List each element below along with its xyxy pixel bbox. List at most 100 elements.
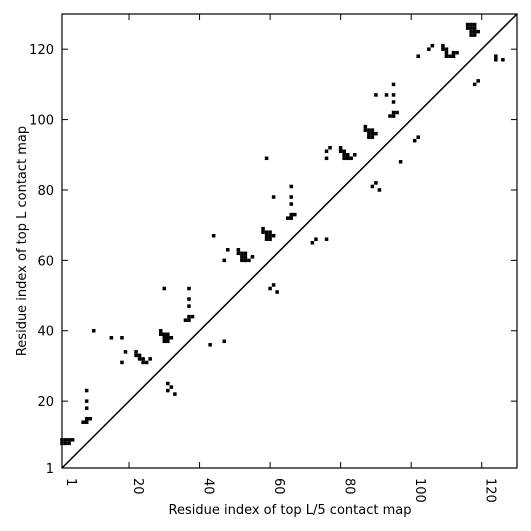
contact-point <box>169 336 174 340</box>
contact-points <box>60 22 505 446</box>
contact-point <box>367 135 371 139</box>
contact-point <box>166 388 170 393</box>
contact-point <box>289 212 294 217</box>
y-axis-label: Residue index of top L contact map <box>15 126 30 356</box>
contact-point <box>226 248 230 252</box>
contact-point <box>444 54 449 58</box>
contact-point <box>67 438 71 442</box>
contact-point <box>264 156 269 161</box>
contact-point <box>271 195 276 199</box>
contact-point <box>416 54 421 58</box>
plot-frame <box>61 13 518 469</box>
contact-point <box>342 156 346 161</box>
contact-point <box>236 251 241 256</box>
contact-point <box>324 156 329 161</box>
contact-point <box>84 399 89 403</box>
contact-point <box>374 93 378 97</box>
contact-point <box>472 29 477 34</box>
x-axis-label: Residue index of top L/5 contact map <box>169 503 412 518</box>
contact-point <box>455 50 459 55</box>
contact-point <box>469 33 473 37</box>
contact-point <box>84 406 89 410</box>
contact-point <box>388 114 392 118</box>
x-tick-label: 1 <box>63 478 78 486</box>
contact-point <box>240 258 244 263</box>
contact-point <box>264 237 269 242</box>
contact-point <box>441 43 445 48</box>
contact-point <box>148 357 152 361</box>
x-tick-label: 100 <box>412 478 427 503</box>
y-tick-label: 20 <box>37 395 54 410</box>
contact-point <box>162 332 167 337</box>
contact-point <box>141 360 145 365</box>
contact-point <box>293 212 297 217</box>
contact-point <box>310 240 315 245</box>
contact-point <box>250 255 255 259</box>
contact-point <box>134 353 138 358</box>
x-tick-label: 20 <box>130 478 145 495</box>
contact-point <box>84 420 89 425</box>
contact-point <box>268 286 272 291</box>
contact-point <box>240 255 244 259</box>
contact-point <box>384 93 389 97</box>
contact-point <box>494 54 498 58</box>
contact-point <box>367 131 371 136</box>
contact-point <box>208 343 212 347</box>
contact-point <box>141 357 145 361</box>
contact-point <box>109 336 114 340</box>
contact-point <box>84 388 89 393</box>
contact-point <box>166 332 170 337</box>
contact-point <box>444 47 449 51</box>
contact-point <box>268 230 272 234</box>
contact-point <box>137 357 142 361</box>
contact-point <box>363 124 368 129</box>
x-tick-label: 120 <box>483 478 498 503</box>
contact-point <box>324 149 329 154</box>
y-tick-label: 100 <box>29 114 54 129</box>
contact-point <box>271 233 276 238</box>
contact-point <box>247 258 251 263</box>
contact-point <box>162 339 167 344</box>
contact-point <box>338 149 343 154</box>
contact-point <box>416 135 421 139</box>
contact-point <box>173 392 177 396</box>
contact-point <box>374 181 378 185</box>
contact-point <box>264 230 269 234</box>
contact-point <box>476 79 480 83</box>
contact-point <box>84 416 89 421</box>
contact-point <box>345 153 350 157</box>
contact-point <box>391 93 396 97</box>
x-tick-label: 80 <box>342 478 357 495</box>
contact-point <box>374 131 378 136</box>
contact-point <box>430 43 435 48</box>
contact-point <box>391 110 396 115</box>
y-tick-label: 120 <box>29 43 54 58</box>
contact-point <box>261 230 265 234</box>
contact-point <box>469 29 473 34</box>
contact-point <box>187 304 191 308</box>
contact-point <box>166 336 170 340</box>
contact-point <box>342 149 346 154</box>
contact-point <box>261 226 265 231</box>
contact-point <box>370 135 375 139</box>
contact-point <box>465 22 470 27</box>
contact-point <box>345 156 350 161</box>
contact-point <box>289 195 294 199</box>
contact-point <box>240 251 244 256</box>
contact-point <box>465 26 470 30</box>
contact-point <box>211 233 216 238</box>
contact-point <box>144 360 149 365</box>
contact-point <box>451 54 456 58</box>
contact-point <box>349 156 353 161</box>
contact-point <box>367 128 371 132</box>
y-tick-label: 80 <box>37 184 54 199</box>
contact-point <box>427 47 431 51</box>
contact-point <box>501 57 505 62</box>
contact-point <box>236 248 241 252</box>
contact-point <box>91 328 96 333</box>
contact-point <box>187 286 191 291</box>
contact-point <box>469 22 473 27</box>
contact-point <box>158 332 163 337</box>
